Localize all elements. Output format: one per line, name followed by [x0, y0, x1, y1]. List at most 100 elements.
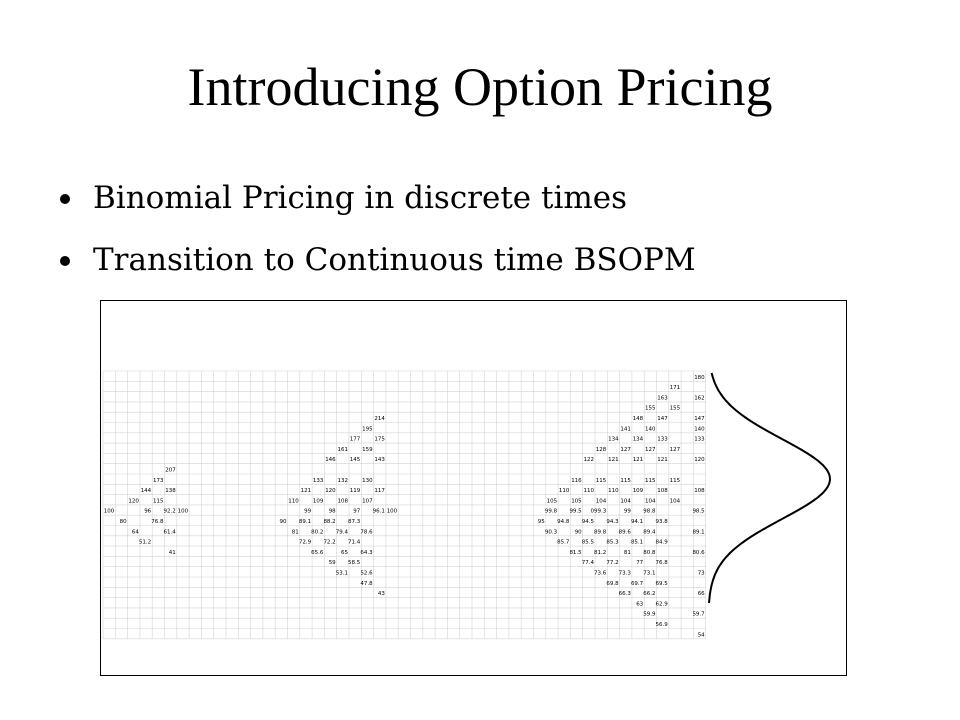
lattice-value: 110	[584, 488, 595, 494]
bullet-list: Binomial Pricing in discrete times Trans…	[60, 172, 696, 296]
lattice-value: 110	[288, 498, 299, 504]
lattice-value: 100	[178, 509, 189, 515]
lattice-value: 133	[657, 437, 668, 443]
lattice-value: 116	[571, 478, 582, 484]
bullet-dot-icon	[60, 256, 70, 266]
lattice-value: 90	[280, 519, 287, 525]
lattice-value: 52.6	[360, 571, 373, 577]
lattice-value: 133	[694, 437, 705, 443]
lattice-value: 115	[596, 478, 607, 484]
lattice-value: 89.6	[619, 529, 632, 535]
lattice-value: 115	[670, 478, 681, 484]
lattice-value: 163	[657, 395, 668, 401]
lattice-value: 69.5	[656, 581, 669, 587]
lattice-value: 66	[698, 591, 705, 597]
lattice-value: 121	[301, 488, 312, 494]
lattice-value: 145	[350, 457, 361, 463]
lattice-value: 127	[620, 447, 631, 453]
lattice-value: 76.8	[656, 560, 669, 566]
lattice-value: 117	[374, 488, 385, 494]
lattice-value: 81.2	[594, 550, 606, 556]
lattice-value: 94.5	[582, 519, 595, 525]
lattice-value: 177	[350, 437, 361, 443]
lattice-value: 121	[608, 457, 619, 463]
lattice-value: 108	[657, 488, 668, 494]
lattice-value: 51.2	[139, 540, 151, 546]
lattice-value: 89.1	[299, 519, 311, 525]
lattice-value: 53.1	[336, 571, 348, 577]
lattice-value: 105	[571, 498, 582, 504]
lattice-value: 64.3	[360, 550, 373, 556]
lattice-value: 64	[132, 529, 139, 535]
slide-title: Introducing Option Pricing	[187, 57, 773, 117]
lattice-value: 94.3	[606, 519, 619, 525]
lattice-value: 115	[153, 498, 164, 504]
lattice-value: 115	[645, 478, 656, 484]
lattice-value: 195	[362, 426, 373, 432]
lattice-value: 41	[169, 550, 176, 556]
lattice-value: 100	[387, 509, 398, 515]
lattice-value: 171	[670, 385, 681, 391]
lattice-value: 104	[645, 498, 656, 504]
lattice-value: 147	[694, 416, 705, 422]
lattice-value: 121	[657, 457, 668, 463]
lattice-value: 65	[341, 550, 348, 556]
lattice-value: 89.8	[594, 529, 607, 535]
lattice-value: 81	[292, 529, 299, 535]
lattice-value: 43	[378, 591, 385, 597]
lattice-value: 90	[575, 529, 582, 535]
lattice-value: 56.9	[656, 622, 669, 628]
lattice-value: 87.3	[348, 519, 361, 525]
lattice-value: 147	[657, 416, 668, 422]
lattice-value: 59	[329, 560, 336, 566]
lattice-value: 54	[698, 632, 705, 638]
lattice-value: 104	[620, 498, 631, 504]
lattice-value: 79.4	[336, 529, 349, 535]
lattice-value: 85.1	[631, 540, 643, 546]
lattice-value: 107	[362, 498, 373, 504]
lattice-value: 162	[694, 395, 705, 401]
lattice-value: 120	[325, 488, 336, 494]
lattice-value: 0	[591, 509, 595, 515]
lattice-value: 89.4	[643, 529, 656, 535]
lattice-value: 155	[670, 406, 681, 412]
lattice-value: 59.7	[692, 612, 705, 618]
lattice-value: 94.8	[557, 519, 570, 525]
lattice-value: 132	[338, 478, 349, 484]
lattice-value: 99	[624, 509, 631, 515]
lattice-value: 66.2	[643, 591, 655, 597]
lattice-value: 100	[104, 509, 115, 515]
lattice-value: 65.6	[311, 550, 324, 556]
lattice-value: 127	[670, 447, 681, 453]
lattice-value: 95	[538, 519, 545, 525]
lattice-value: 78.6	[360, 529, 373, 535]
lattice-value: 99.8	[545, 509, 558, 515]
lattice-value: 119	[350, 488, 361, 494]
lattice-value: 85.7	[557, 540, 570, 546]
lattice-value: 81	[624, 550, 631, 556]
lattice-value: 173	[153, 478, 164, 484]
lattice-value: 85.3	[606, 540, 619, 546]
lattice-value: 93.8	[656, 519, 669, 525]
lattice-value: 69.7	[631, 581, 644, 587]
lattice-value: 104	[596, 498, 607, 504]
lattice-value: 128	[596, 447, 607, 453]
lattice-value: 81.5	[569, 550, 582, 556]
lattice-value: 109	[313, 498, 324, 504]
lattice-value: 77	[636, 560, 643, 566]
lattice-value: 62.9	[656, 601, 669, 607]
lattice-value: 130	[362, 478, 373, 484]
lattice-value: 207	[165, 468, 176, 474]
lattice-value: 120	[128, 498, 139, 504]
lattice-value: 120	[694, 457, 705, 463]
lattice-value: 96	[144, 509, 151, 515]
lattice-value: 84.9	[656, 540, 669, 546]
lattice-value: 73.1	[643, 571, 655, 577]
lattice-value: 110	[608, 488, 619, 494]
lattice-value: 105	[547, 498, 558, 504]
lattice-value: 141	[620, 426, 631, 432]
lattice-value: 80	[120, 519, 127, 525]
lattice-value: 127	[645, 447, 656, 453]
lattice-value: 85.5	[582, 540, 595, 546]
lattice-value: 138	[165, 488, 176, 494]
